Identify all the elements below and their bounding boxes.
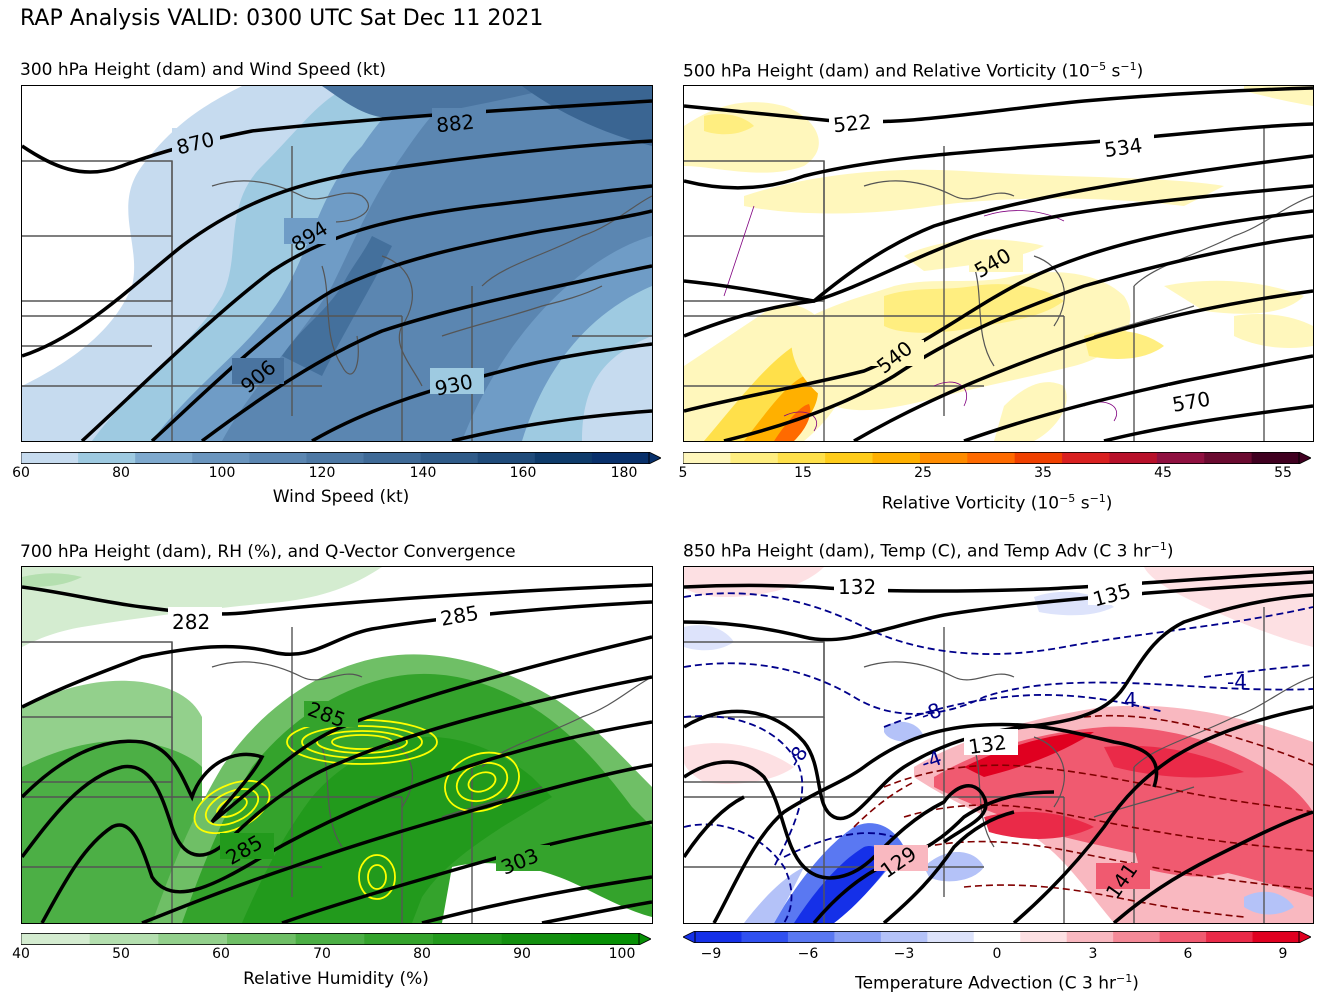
- colorbar-band: [777, 452, 826, 464]
- svg-text:282: 282: [172, 610, 210, 634]
- colorbar-band: [78, 452, 136, 464]
- colorbar-temp-advection-label: Temperature Advection (C 3 hr−1): [855, 972, 1139, 994]
- svg-text:882: 882: [435, 109, 475, 137]
- svg-text:534: 534: [1103, 133, 1144, 162]
- colorbar-band: [927, 931, 975, 943]
- colorbar-band: [872, 452, 921, 464]
- colorbar-band: [695, 931, 742, 943]
- colorbar-extend-min: [682, 930, 696, 944]
- colorbar-band: [1252, 931, 1300, 943]
- colorbar-band: [919, 452, 968, 464]
- wind-speed-140: [322, 86, 562, 119]
- colorbar-band: [363, 452, 422, 464]
- map-500hpa: 522 534 540 540 570: [683, 85, 1314, 442]
- colorbar-band: [534, 452, 593, 464]
- colorbar-band: [477, 452, 536, 464]
- colorbar-band: [1066, 931, 1114, 943]
- colorbar-band: [880, 931, 928, 943]
- colorbar-band: [89, 933, 159, 945]
- panel-300hpa-title: 300 hPa Height (dam) and Wind Speed (kt): [20, 60, 386, 80]
- colorbar-extend-max: [1298, 930, 1312, 944]
- svg-text:-4: -4: [1227, 670, 1247, 694]
- contour-labels: 132 135 132 129 141: [834, 572, 1150, 903]
- colorbar-band: [683, 452, 731, 464]
- contour-labels: 870 882 894 906 930: [172, 108, 486, 401]
- colorbar-band: [787, 931, 835, 943]
- colorbar-wind-label: Wind Speed (kt): [272, 487, 410, 507]
- wind-speed-160: [522, 86, 652, 146]
- colorbar-band: [433, 933, 503, 945]
- svg-text:132: 132: [967, 730, 1008, 759]
- colorbar-band: [1204, 452, 1253, 464]
- colorbar-extend-max: [1298, 451, 1312, 465]
- colorbar-band: [21, 452, 79, 464]
- state-borders: [22, 627, 473, 923]
- colorbar-extend-max: [648, 451, 662, 465]
- svg-text:-8: -8: [918, 698, 945, 727]
- colorbar-band: [834, 931, 882, 943]
- colorbar-band: [1014, 452, 1063, 464]
- colorbar-band: [1113, 931, 1161, 943]
- colorbar-band: [1020, 931, 1068, 943]
- colorbar-band: [570, 933, 640, 945]
- colorbar-band: [295, 933, 365, 945]
- colorbar-band: [1109, 452, 1158, 464]
- colorbar-band: [135, 452, 193, 464]
- colorbar-band: [967, 452, 1016, 464]
- colorbar-vorticity: [682, 449, 1312, 468]
- svg-text:4: 4: [1124, 688, 1137, 712]
- svg-text:570: 570: [1170, 387, 1212, 417]
- svg-text:285: 285: [439, 601, 481, 631]
- state-borders: [684, 607, 1265, 923]
- colorbar-wind-speed: [20, 449, 662, 468]
- colorbar-temp-advection: [682, 928, 1312, 947]
- colorbar-band: [973, 931, 1021, 943]
- contour-labels: 282 285 285 285 303: [168, 600, 550, 880]
- colorbar-frame: [682, 452, 1300, 464]
- colorbar-band: [741, 931, 789, 943]
- panel-850hpa-title: 850 hPa Height (dam), Temp (C), and Temp…: [683, 540, 1174, 562]
- colorbar-band: [420, 452, 479, 464]
- svg-text:132: 132: [838, 575, 876, 599]
- wind-speed-jet-core: [282, 236, 392, 376]
- map-300hpa: 870 882 894 906 930: [21, 85, 653, 442]
- colorbar-band: [249, 452, 307, 464]
- cold-temperature-contours: [684, 592, 1313, 923]
- colorbar-band: [591, 452, 650, 464]
- colorbar-band: [1251, 452, 1300, 464]
- colorbar-extend-max: [638, 932, 652, 946]
- colorbar-band: [730, 452, 779, 464]
- colorbar-band: [1159, 931, 1207, 943]
- colorbar-band: [158, 933, 228, 945]
- colorbar-rh-label: Relative Humidity (%): [243, 969, 429, 989]
- svg-text:522: 522: [832, 109, 872, 137]
- colorbar-frame: [20, 933, 640, 945]
- colorbar-rh: [20, 930, 652, 949]
- colorbar-band: [825, 452, 874, 464]
- map-850hpa: 132 135 132 129 141 -4 -8 -8 -4 4: [683, 566, 1314, 924]
- colorbar-band: [306, 452, 365, 464]
- height-contours: [684, 86, 1313, 441]
- panel-700hpa-title: 700 hPa Height (dam), RH (%), and Q-Vect…: [20, 542, 516, 562]
- colorbar-band: [1156, 452, 1205, 464]
- colorbar-band: [1206, 931, 1254, 943]
- colorbar-frame: [20, 452, 650, 464]
- colorbar-frame: [694, 931, 1300, 943]
- colorbar-band: [192, 452, 250, 464]
- map-700hpa: 282 285 285 285 303: [21, 566, 653, 924]
- colorbar-vorticity-label: Relative Vorticity (10−5 s−1): [881, 492, 1113, 514]
- colorbar-band: [21, 933, 91, 945]
- colorbar-band: [227, 933, 297, 945]
- colorbar-band: [364, 933, 434, 945]
- coastlines: [863, 180, 1313, 367]
- height-contours: [22, 583, 652, 923]
- colorbar-band: [501, 933, 571, 945]
- figure-title: RAP Analysis VALID: 0300 UTC Sat Dec 11 …: [20, 6, 544, 31]
- colorbar-band: [1062, 452, 1110, 464]
- panel-500hpa-title: 500 hPa Height (dam) and Relative Vortic…: [683, 60, 1144, 82]
